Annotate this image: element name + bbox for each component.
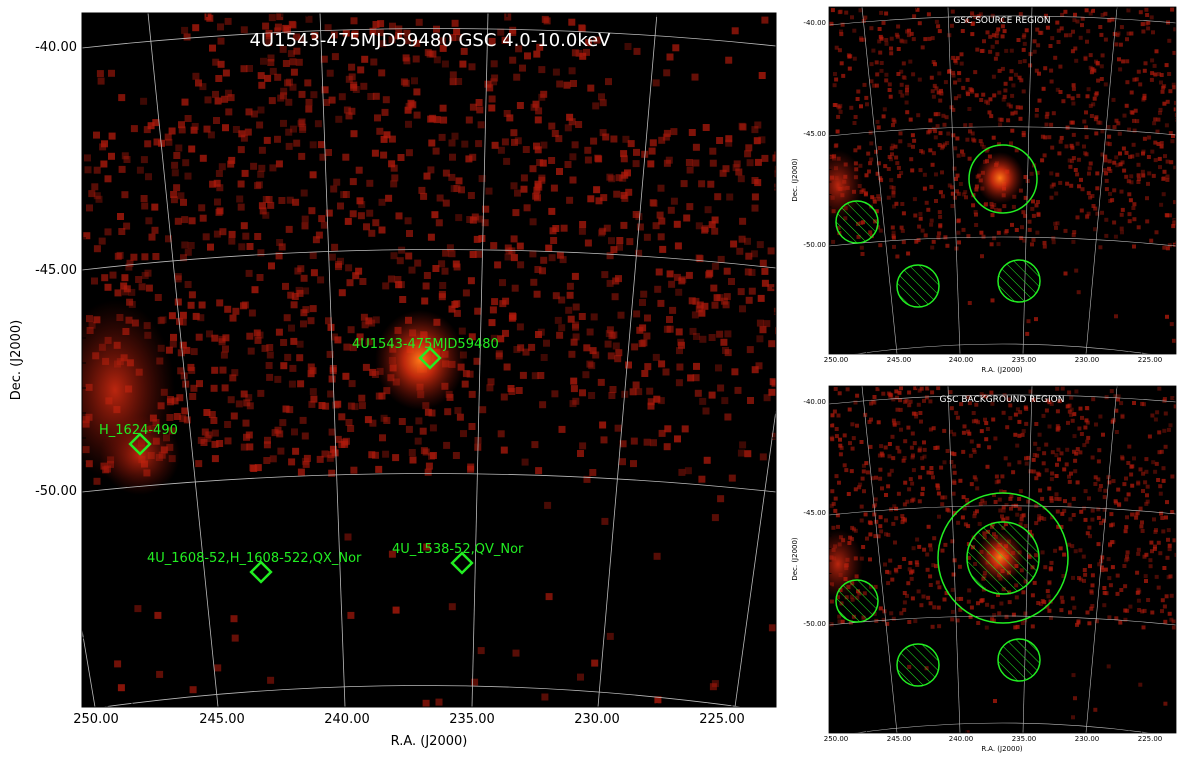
source-label-4u1543: 4U1543-475MJD59480 — [352, 337, 499, 352]
source-ra-tick-235: 235.00 — [1012, 356, 1037, 364]
background-region-panel: GSC BACKGROUND REGION 250.00 245.00 240.… — [791, 385, 1177, 753]
source-panel-photon-counts — [829, 7, 1176, 343]
background-ra-tick-230: 230.00 — [1075, 735, 1100, 743]
background-ra-tick-225: 225.00 — [1138, 735, 1163, 743]
source-ra-tick-240: 240.00 — [949, 356, 974, 364]
exclusion-circle-h1624 — [835, 200, 879, 244]
source-label-4u1538: 4U_1538-52,QV_Nor — [392, 542, 524, 557]
main-coordinate-grid — [82, 13, 776, 707]
source-y-axis-label: Dec. (J2000) — [791, 158, 799, 202]
source-label-4u1608: 4U_1608-52,H_1608-522,QX_Nor — [147, 551, 362, 566]
source-ra-tick-250: 250.00 — [824, 356, 849, 364]
main-y-axis-label: Dec. (J2000) — [9, 320, 24, 400]
source-panel-source-glow — [976, 152, 1024, 204]
main-x-axis-label: R.A. (J2000) — [391, 734, 468, 749]
background-panel-grid — [829, 386, 1176, 733]
main-ra-tick-235: 235.00 — [449, 712, 495, 727]
main-ra-tick-230: 230.00 — [574, 712, 620, 727]
background-x-axis-label: R.A. (J2000) — [981, 745, 1023, 753]
marker-h1624 — [128, 432, 152, 456]
background-annulus-outer — [937, 492, 1069, 624]
background-dec-tick-40: -40.00 — [803, 398, 826, 406]
source-panel-tick-marks — [829, 7, 1176, 354]
bg-exclusion-circle-h1624 — [835, 579, 879, 623]
main-title: 4U1543-475MJD59480 GSC 4.0-10.0keV — [249, 30, 611, 51]
main-frame — [81, 12, 777, 708]
source-panel-regions — [835, 144, 1041, 308]
bg-exclusion-circle-4u1608 — [896, 643, 940, 687]
background-dec-tick-45: -45.00 — [803, 509, 826, 517]
exclusion-circle-4u1608 — [896, 264, 940, 308]
source-x-axis-label: R.A. (J2000) — [981, 366, 1023, 374]
background-y-axis-label: Dec. (J2000) — [791, 537, 799, 581]
marker-4u1543 — [418, 346, 442, 370]
background-dec-tick-50: -50.00 — [803, 620, 826, 628]
background-panel-tick-marks — [829, 386, 1176, 733]
source-dec-tick-50: -50.00 — [803, 241, 826, 249]
background-panel-regions — [835, 492, 1069, 687]
source-dec-tick-40: -40.00 — [803, 19, 826, 27]
source-ra-tick-230: 230.00 — [1075, 356, 1100, 364]
main-image-panel: 4U1543-475MJD59480 H_1624-490 4U_1608-52… — [9, 12, 777, 749]
source-markers — [128, 346, 474, 584]
main-photon-counts — [82, 13, 776, 707]
background-panel-title: GSC BACKGROUND REGION — [940, 395, 1065, 405]
source-panel-frame — [828, 6, 1177, 355]
bg-exclusion-circle-4u1538 — [997, 638, 1041, 682]
main-ra-tick-225: 225.00 — [699, 712, 745, 727]
marker-4u1538 — [450, 551, 474, 575]
background-panel-frame — [828, 385, 1177, 734]
main-dec-tick-50: -50.00 — [35, 484, 77, 499]
source-region-panel: GSC SOURCE REGION 250.00 245.00 240.00 2… — [791, 6, 1177, 374]
main-tick-marks — [82, 13, 776, 707]
main-ra-tick-250: 250.00 — [73, 712, 119, 727]
source-ra-tick-225: 225.00 — [1138, 356, 1163, 364]
source-dec-tick-45: -45.00 — [803, 130, 826, 138]
marker-4u1608 — [249, 560, 273, 584]
source-panel-title: GSC SOURCE REGION — [953, 16, 1050, 26]
background-ra-tick-250: 250.00 — [824, 735, 849, 743]
main-dec-tick-40: -40.00 — [35, 40, 77, 55]
source-label-h1624: H_1624-490 — [99, 423, 178, 438]
source-circle — [968, 144, 1038, 214]
source-panel-grid — [829, 7, 1176, 354]
main-source-glow — [375, 310, 465, 410]
source-ra-tick-245: 245.00 — [887, 356, 912, 364]
background-ra-tick-235: 235.00 — [1012, 735, 1037, 743]
background-annulus-inner — [966, 521, 1040, 595]
main-ra-tick-245: 245.00 — [199, 712, 245, 727]
exclusion-circle-4u1538 — [997, 259, 1041, 303]
background-ra-tick-240: 240.00 — [949, 735, 974, 743]
main-ra-tick-240: 240.00 — [324, 712, 370, 727]
background-ra-tick-245: 245.00 — [887, 735, 912, 743]
main-dec-tick-45: -45.00 — [35, 263, 77, 278]
